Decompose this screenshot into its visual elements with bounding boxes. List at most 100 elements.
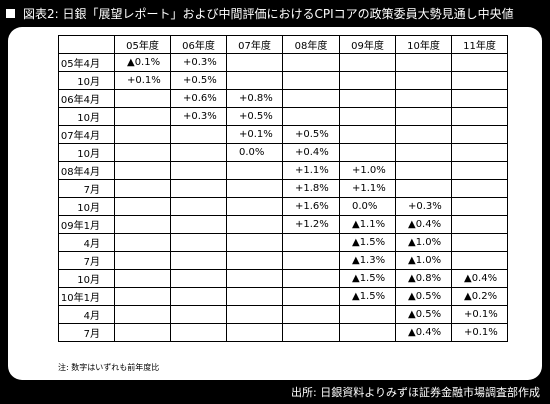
table-cell [395,53,452,72]
table-cell: ▲1.5% [339,269,396,288]
table-row: 05年4月 ▲0.1% +0.3% [58,53,508,72]
table-row: 10月 +1.6% 0.0% +0.3% [58,197,508,216]
table-row: 4月 ▲0.5% +0.1% [58,305,508,324]
table-row: 7月 +1.8% +1.1% [58,179,508,198]
table-cell [451,161,508,180]
table-cell [170,161,227,180]
table-cell [282,287,340,306]
table-cell [451,215,508,234]
figure-title-text: 図表2: 日銀「展望レポート」および中間評価におけるCPIコアの政策委員大勢見通… [23,7,514,21]
table-cell [451,89,508,108]
table-cell: +0.3% [170,107,227,126]
table-cell [226,269,283,288]
header-row: 05年度 06年度 07年度 08年度 09年度 10年度 11年度 [58,35,508,54]
table-cell [170,143,227,162]
table-cell [226,251,283,270]
table-cell [114,215,171,234]
table-row: 10月 +0.3% +0.5% [58,107,508,126]
table-cell [282,71,340,90]
table-cell [395,89,452,108]
table-cell [282,323,340,342]
table-row: 10月 0.0% +0.4% [58,143,508,162]
table-cell: +0.8% [226,89,283,108]
table-cell [395,161,452,180]
table-row: 7月 ▲1.3% ▲1.0% [58,251,508,270]
table-cell [226,215,283,234]
table-cell [170,323,227,342]
forecast-table: 05年度 06年度 07年度 08年度 09年度 10年度 11年度 05年4月 ▲0.1% +… [58,35,508,342]
table-cell [339,53,396,72]
table-row: 07年4月 +0.1% +0.5% [58,125,508,144]
table-cell [114,197,171,216]
table-cell [114,161,171,180]
table-cell: +0.1% [114,71,171,90]
table-cell [395,143,452,162]
table-cell [226,233,283,252]
table-cell [282,305,340,324]
table-cell [282,53,340,72]
figure-title: 図表2: 日銀「展望レポート」および中間評価におけるCPIコアの政策委員大勢見通… [6,4,514,24]
table-cell: ▲0.4% [451,269,508,288]
table-cell: ▲1.5% [339,287,396,306]
table-cell [114,89,171,108]
table-cell: +0.5% [282,125,340,144]
table-cell [395,71,452,90]
table-cell [451,251,508,270]
row-label: 10月 [58,71,115,90]
table-cell [282,251,340,270]
table-cell: +0.6% [170,89,227,108]
table-cell [170,251,227,270]
table-cell [226,287,283,306]
row-label: 09年1月 [58,215,115,234]
column-header: 09年度 [339,35,396,54]
table-cell [170,305,227,324]
header-corner [58,35,115,54]
table-cell: +1.8% [282,179,340,198]
table-cell [451,107,508,126]
table-cell: +0.3% [170,53,227,72]
table-cell: ▲1.0% [395,233,452,252]
table-cell: ▲1.5% [339,233,396,252]
table-cell [170,233,227,252]
table-row: 10月 ▲1.5% ▲0.8% ▲0.4% [58,269,508,288]
table-cell [282,107,340,126]
table-cell [114,287,171,306]
table-cell: ▲1.0% [395,251,452,270]
table-cell [226,197,283,216]
table-cell [339,89,396,108]
table-cell [114,233,171,252]
table-cell: ▲0.4% [395,323,452,342]
table-row: 4月 ▲1.5% ▲1.0% [58,233,508,252]
table-cell: +1.2% [282,215,340,234]
table-cell [339,305,396,324]
table-cell [395,107,452,126]
row-label: 4月 [58,305,115,324]
row-label: 10月 [58,143,115,162]
table-cell [170,215,227,234]
table-panel: 05年度 06年度 07年度 08年度 09年度 10年度 11年度 05年4月 ▲0.1% +… [8,27,542,380]
table-cell [226,179,283,198]
table-cell: +0.5% [170,71,227,90]
square-bullet-icon [6,9,15,18]
row-label: 10月 [58,269,115,288]
table-cell [114,269,171,288]
table-cell: +1.1% [339,179,396,198]
table-cell [170,179,227,198]
table-cell [170,269,227,288]
table-cell: +0.4% [282,143,340,162]
table-cell [114,143,171,162]
table-cell [226,53,283,72]
table-cell [282,89,340,108]
row-label: 7月 [58,179,115,198]
table-cell: ▲0.2% [451,287,508,306]
table-cell [114,107,171,126]
table-cell: +0.5% [226,107,283,126]
table-cell [451,233,508,252]
column-header: 10年度 [395,35,452,54]
table-cell [114,125,171,144]
row-label: 08年4月 [58,161,115,180]
table-cell: +1.0% [339,161,396,180]
column-header: 11年度 [451,35,508,54]
table-cell [114,305,171,324]
row-label: 10年1月 [58,287,115,306]
